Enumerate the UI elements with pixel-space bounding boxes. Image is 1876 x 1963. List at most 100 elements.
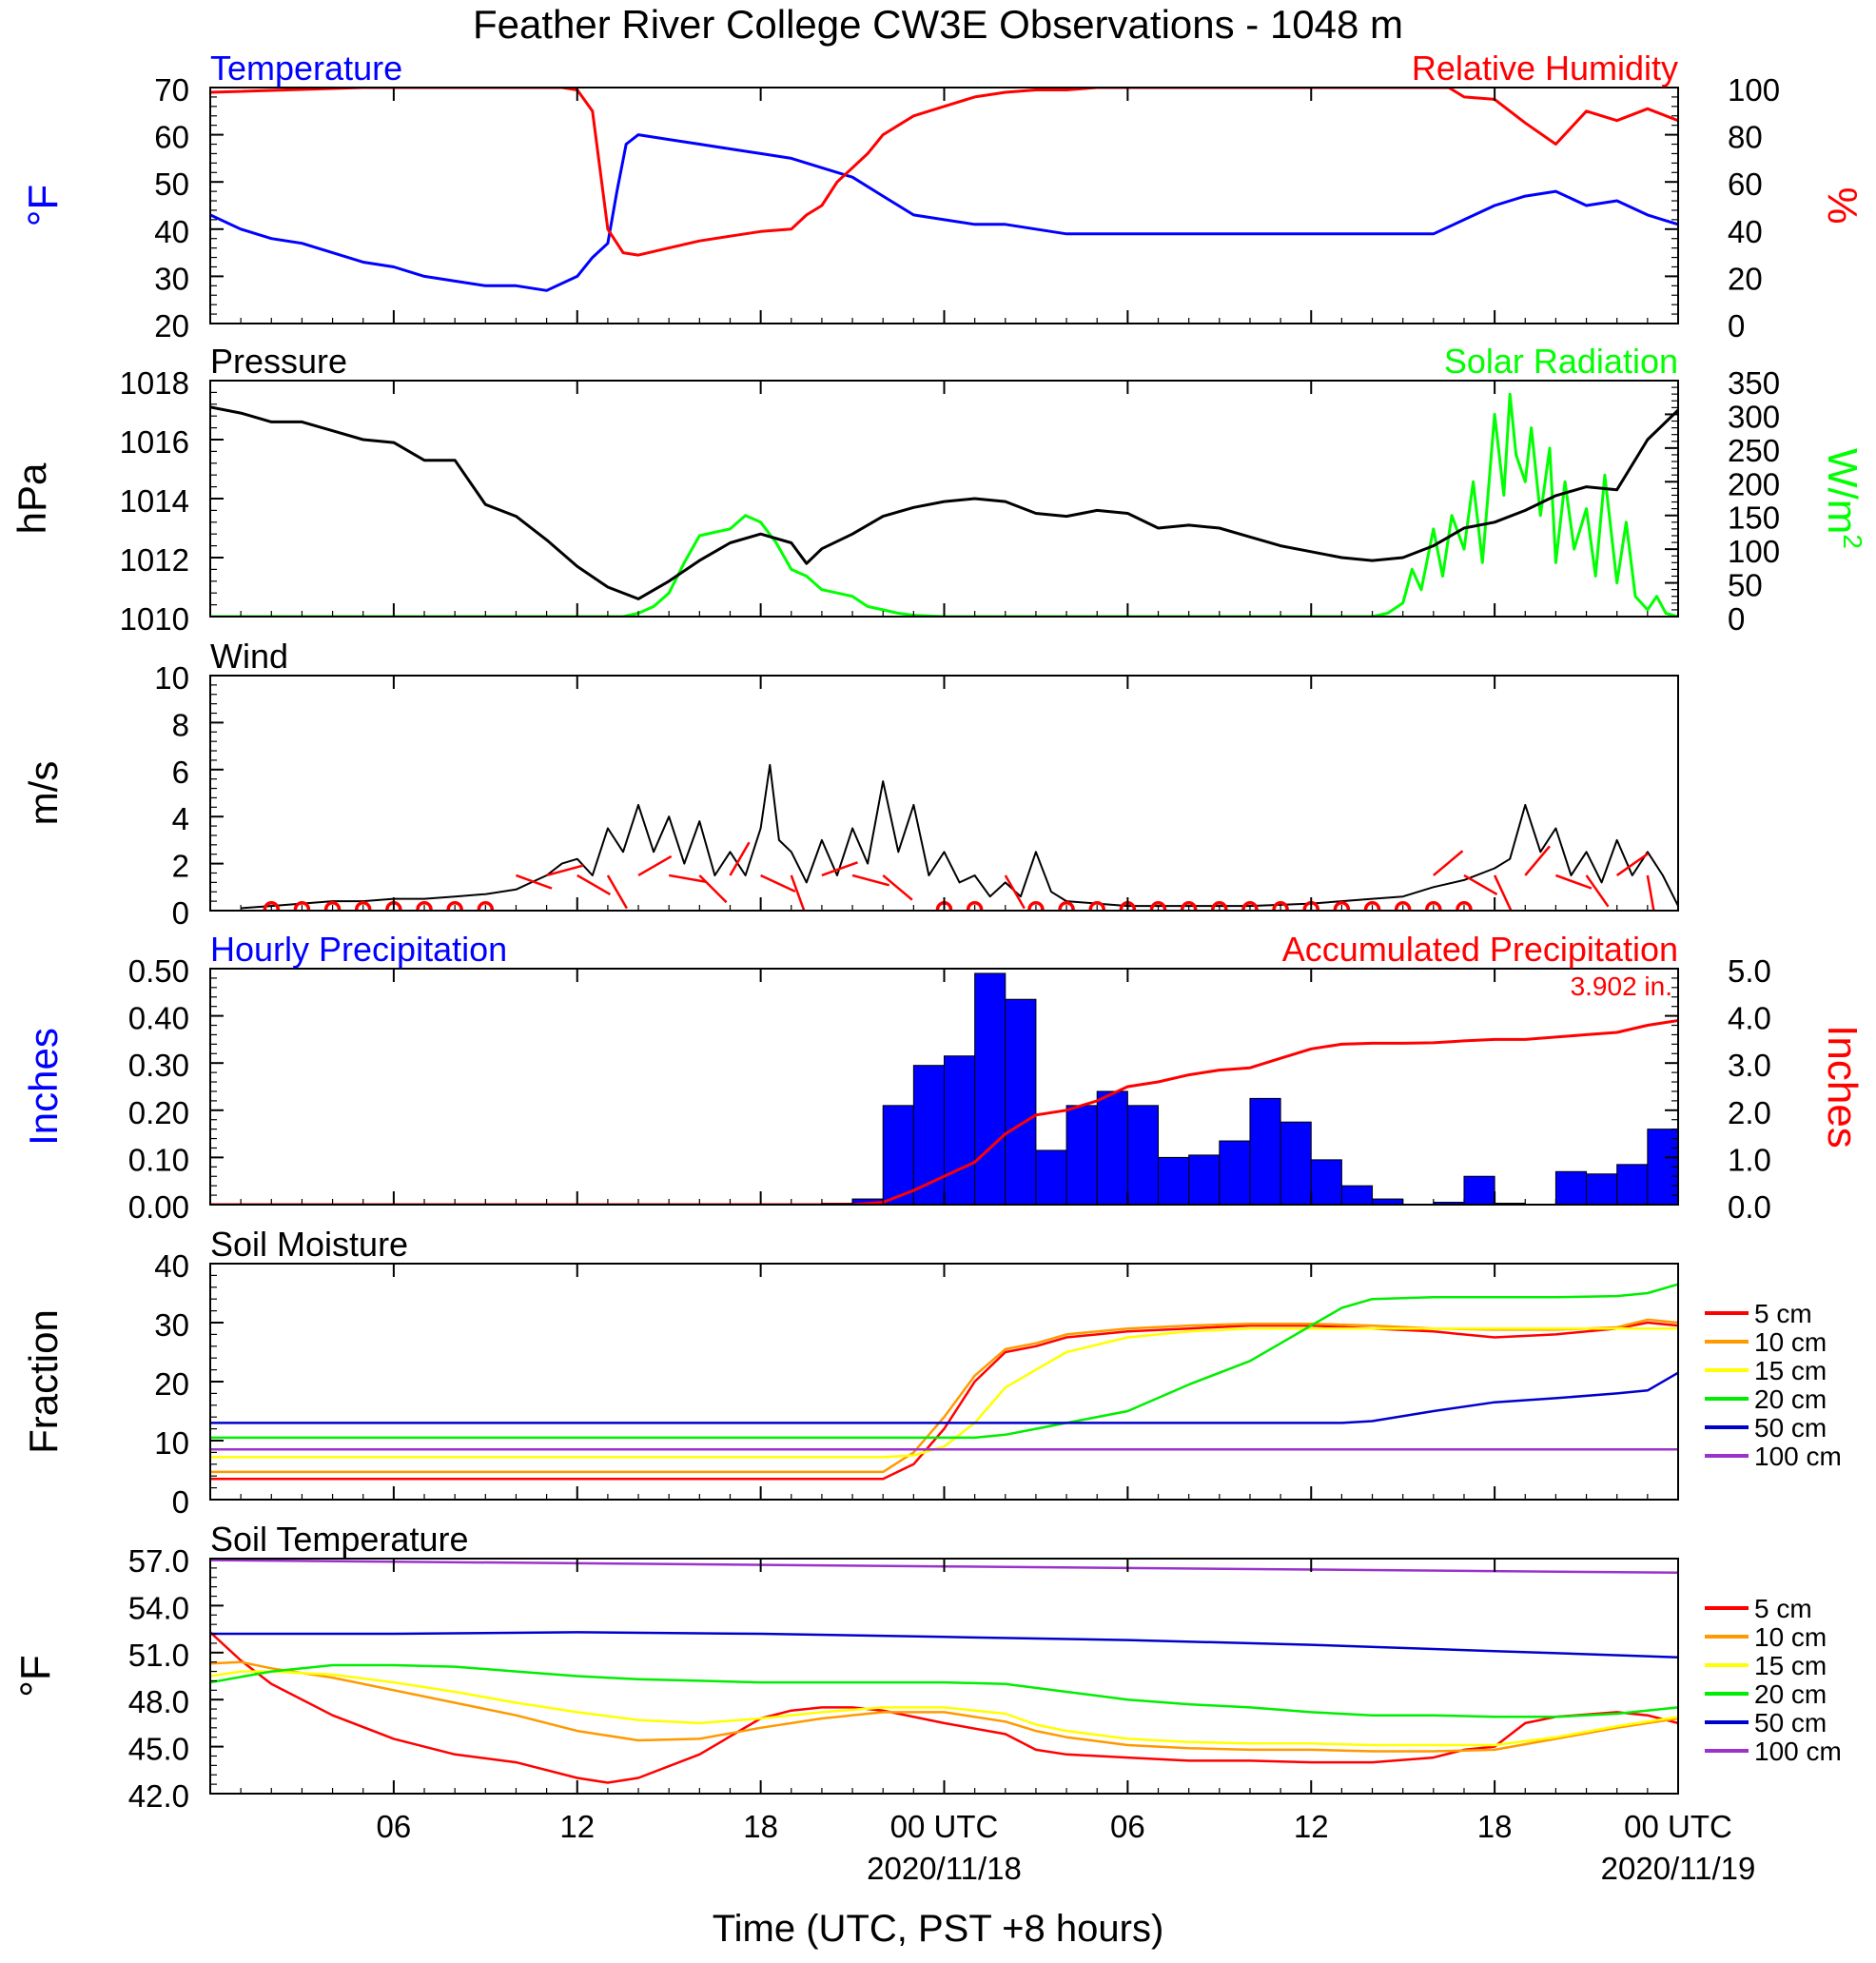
y-right-tick-label: 80 xyxy=(1728,120,1763,155)
y-right-tick-label: 0.0 xyxy=(1728,1189,1771,1225)
hourly-precip-bar xyxy=(1096,1090,1128,1205)
soil-50cm-line xyxy=(210,1631,1678,1659)
wind-barb xyxy=(637,854,673,877)
y-left-tick-label: 1018 xyxy=(120,365,189,401)
x-date-label: 2020/11/18 xyxy=(867,1851,1022,1886)
relative-humidity-line xyxy=(210,88,1678,257)
calm-wind-marker xyxy=(1333,901,1351,911)
y-right-tick-label: 0 xyxy=(1728,601,1745,637)
panel-temperature_humidity: 20 30 40 50 60 70 0 20 40 60 80 100 Temperature Relat… xyxy=(20,49,1866,344)
wind-barb xyxy=(668,874,707,884)
y-right-tick-label: 5.0 xyxy=(1728,953,1771,989)
y-left-tick-label: 54.0 xyxy=(128,1590,189,1625)
panel-title-left: Wind xyxy=(210,637,288,676)
calm-wind-marker xyxy=(1027,901,1045,911)
y-right-tick-label: 1.0 xyxy=(1728,1142,1771,1177)
y-right-tick-label: 50 xyxy=(1728,568,1763,603)
hourly-precip-bar xyxy=(1463,1175,1495,1205)
panel-plot-area xyxy=(210,88,1678,292)
y-right-tick-label: 40 xyxy=(1728,214,1763,249)
wind-barb xyxy=(606,874,628,910)
y-left-tick-label: 45.0 xyxy=(128,1732,189,1767)
y-right-tick-label: 0 xyxy=(1728,308,1745,344)
y-left-tick-label: 1012 xyxy=(120,542,189,578)
panel-frame xyxy=(209,380,1679,618)
calm-wind-marker xyxy=(263,901,281,911)
y-left-tick-label: 0.20 xyxy=(128,1095,189,1130)
panel-title-right: Accumulated Precipitation xyxy=(1282,930,1678,969)
x-tick-label: 06 xyxy=(1110,1809,1145,1844)
x-tick-label: 00 UTC xyxy=(1624,1809,1732,1844)
y-axis-label-left: Inches xyxy=(21,1028,66,1146)
hourly-precip-bar xyxy=(1249,1097,1281,1205)
calm-wind-marker xyxy=(477,901,495,911)
hourly-precip-bar xyxy=(1158,1156,1190,1205)
y-left-tick-label: 10 xyxy=(154,1425,189,1461)
panel-precipitation: 0.00 0.10 0.20 0.30 0.40 0.50 0.0 1.0 2.0 3.0 4.0 5… xyxy=(21,930,1866,1225)
legend-label: 15 cm xyxy=(1754,1651,1827,1680)
wind-barb xyxy=(729,841,751,876)
y-left-tick-label: 57.0 xyxy=(128,1543,189,1579)
y-axis-label-left: °F xyxy=(20,185,67,226)
legend-label: 10 cm xyxy=(1754,1622,1827,1652)
panel-title-left: Soil Moisture xyxy=(210,1225,408,1264)
y-right-tick-label: 100 xyxy=(1728,72,1780,108)
chart-title: Feather River College CW3E Observations … xyxy=(473,2,1403,47)
y-left-tick-label: 8 xyxy=(172,707,189,742)
calm-wind-marker xyxy=(1211,901,1228,911)
pressure-line xyxy=(210,405,1678,600)
panel-pressure_solar: 1010 1012 1014 1016 1018 05010015020025030035… xyxy=(10,342,1867,637)
temperature-line xyxy=(210,133,1678,292)
soil-15cm-line xyxy=(210,1670,1678,1747)
wind-barb xyxy=(516,874,553,890)
y-right-tick-label: 350 xyxy=(1728,365,1780,401)
y-left-tick-label: 0 xyxy=(172,1484,189,1520)
hourly-precip-bar xyxy=(1340,1185,1374,1205)
panel-wind: 0 2 4 6 8 10 Wind m/s xyxy=(21,637,1679,931)
legend-label: 20 cm xyxy=(1754,1384,1827,1414)
y-right-tick-label: 3.0 xyxy=(1728,1048,1771,1083)
y-right-tick-label: 2.0 xyxy=(1728,1095,1771,1130)
y-left-tick-label: 0.50 xyxy=(128,953,189,989)
y-left-tick-label: 0.00 xyxy=(128,1189,189,1225)
x-axis-group: 06 12 18 00 UTC 2020/11/18 06 12 18 00 UTC 2020/1… xyxy=(377,1809,1756,1886)
accumulated-precip-line xyxy=(210,1019,1678,1205)
y-right-tick-label: 4.0 xyxy=(1728,1001,1771,1036)
panel-frame xyxy=(209,675,1679,912)
x-tick-label: 18 xyxy=(1477,1809,1513,1844)
y-axis-label-left: hPa xyxy=(10,462,54,534)
y-axis-label-left: Fraction xyxy=(21,1309,66,1454)
hourly-precip-bar xyxy=(1554,1170,1588,1205)
y-left-tick-label: 42.0 xyxy=(128,1778,189,1814)
wind-speed-line xyxy=(241,763,1678,910)
panel-plot-area xyxy=(210,1283,1678,1481)
soil-5cm-line xyxy=(210,1321,1678,1481)
hourly-precip-bar xyxy=(1616,1164,1649,1205)
y-axis-label-left: m/s xyxy=(21,761,66,826)
legend-label: 5 cm xyxy=(1754,1299,1812,1328)
y-right-tick-label: 200 xyxy=(1728,466,1780,501)
y-left-tick-label: 60 xyxy=(154,120,189,155)
panel-title-right: Relative Humidity xyxy=(1412,49,1678,88)
y-right-tick-label: 20 xyxy=(1728,261,1763,296)
y-left-tick-label: 70 xyxy=(154,72,189,108)
y-axis-label-right: Inches xyxy=(1819,1025,1866,1148)
y-right-tick-label: 60 xyxy=(1728,167,1763,202)
y-left-tick-label: 4 xyxy=(172,801,189,836)
wind-barb xyxy=(1433,850,1464,876)
calm-wind-marker xyxy=(1363,901,1381,911)
accumulated-total-label: 3.902 in. xyxy=(1571,972,1672,1001)
legend-label: 50 cm xyxy=(1754,1413,1827,1443)
y-left-tick-label: 0.10 xyxy=(128,1142,189,1177)
calm-wind-marker xyxy=(1272,901,1289,911)
calm-wind-marker xyxy=(1058,901,1075,911)
x-tick-label: 18 xyxy=(743,1809,778,1844)
wind-barb xyxy=(1646,874,1655,911)
calm-wind-marker xyxy=(354,901,372,911)
wind-barb xyxy=(821,861,858,877)
panel-title-left: Soil Temperature xyxy=(210,1520,468,1559)
legend-label: 15 cm xyxy=(1754,1356,1827,1385)
hourly-precip-bar xyxy=(1005,998,1037,1205)
legend-label: 5 cm xyxy=(1754,1594,1812,1623)
